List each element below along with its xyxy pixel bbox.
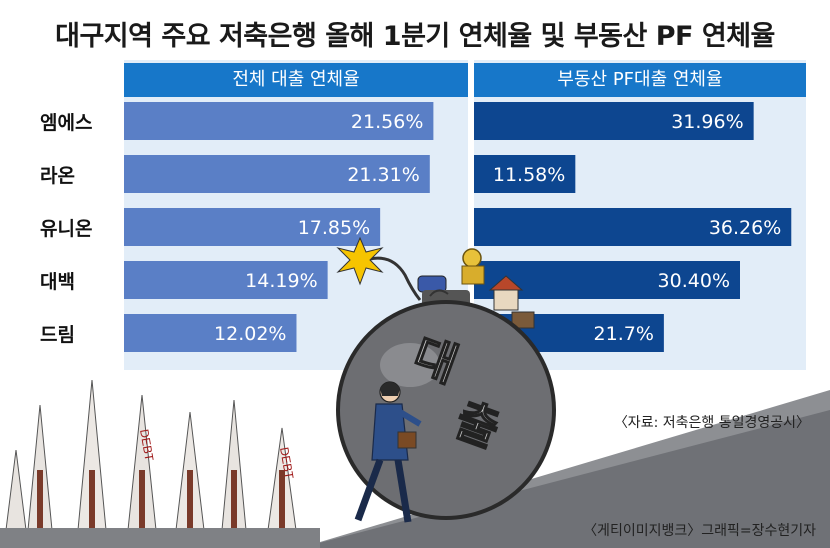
value-label-right: 36.26% bbox=[709, 217, 781, 239]
category-box bbox=[30, 103, 118, 141]
value-label-left: 17.85% bbox=[298, 217, 370, 239]
bar-left bbox=[124, 314, 297, 352]
bar-left bbox=[124, 261, 328, 299]
header-left: 전체 대출 연체율 bbox=[124, 63, 468, 97]
person-icon bbox=[354, 381, 422, 523]
value-label-right: 11.58% bbox=[493, 164, 565, 186]
category-label: 드림 bbox=[40, 324, 75, 346]
debt-arrows: DEBT DEBT bbox=[0, 379, 320, 548]
value-label-left: 21.31% bbox=[347, 164, 419, 186]
bar-left bbox=[124, 102, 434, 140]
value-label-left: 14.19% bbox=[245, 270, 317, 292]
bars: 21.56% 21.31% 17.85% 14.19% 12.02% 31.96% 11.5… bbox=[124, 102, 792, 352]
bar-left bbox=[124, 208, 381, 246]
source-note: 〈자료: 저축은행 통일경영공시〉 bbox=[613, 415, 810, 431]
spark-icon bbox=[336, 236, 422, 301]
category-box bbox=[30, 315, 118, 353]
category-label: 유니온 bbox=[40, 218, 92, 240]
chart-title: 대구지역 주요 저축은행 올해 1분기 연체율 및 부동산 PF 연체율 bbox=[55, 21, 775, 52]
bar-left bbox=[124, 155, 430, 193]
category-label: 엠에스 bbox=[40, 112, 92, 134]
bar-right bbox=[474, 102, 754, 140]
rope bbox=[429, 289, 449, 297]
category-box bbox=[30, 156, 118, 194]
arrow-text-2: DEBT bbox=[277, 446, 296, 481]
category-label: 라온 bbox=[40, 165, 75, 187]
header-right: 부동산 PF대출 연체율 bbox=[474, 63, 806, 97]
value-label-left: 12.02% bbox=[214, 323, 286, 345]
value-label-right: 21.7% bbox=[594, 323, 654, 345]
loan-bomb-icon: 대 출 bbox=[336, 290, 556, 520]
credit-note: 〈게티이미지뱅크〉그래픽=장수현기자 bbox=[583, 523, 816, 539]
bar-right bbox=[474, 208, 792, 246]
value-label-right: 31.96% bbox=[671, 111, 743, 133]
value-label-left: 21.56% bbox=[351, 111, 423, 133]
asset-pile bbox=[417, 248, 535, 329]
bar-right bbox=[474, 155, 576, 193]
value-label-right: 30.40% bbox=[658, 270, 730, 292]
arrow-text-1: DEBT bbox=[137, 428, 156, 463]
category-box bbox=[30, 262, 118, 300]
category-label: 대백 bbox=[40, 271, 75, 293]
category-box bbox=[30, 209, 118, 247]
